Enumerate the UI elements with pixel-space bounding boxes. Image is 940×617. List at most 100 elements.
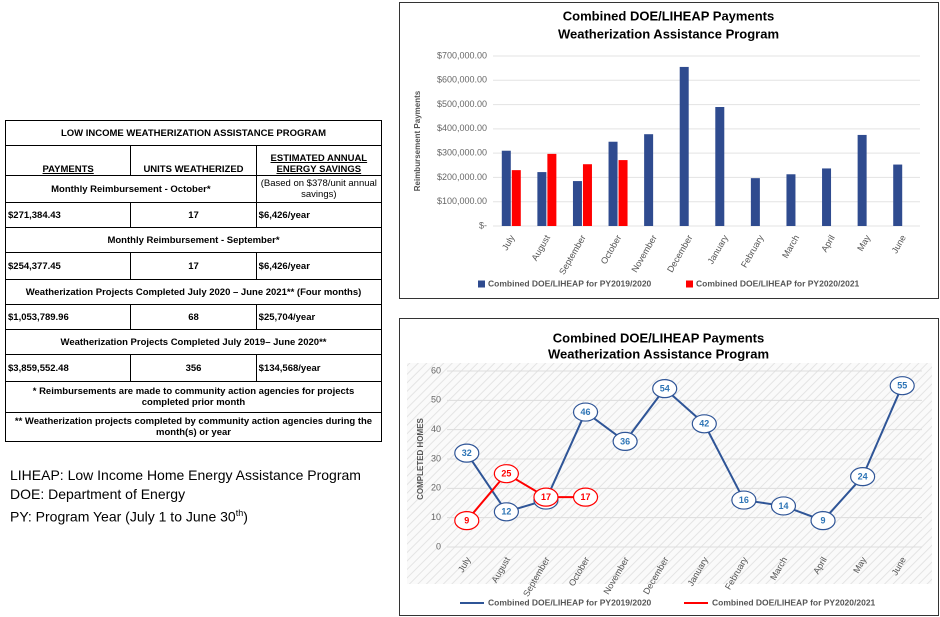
bar <box>608 141 618 226</box>
bar <box>893 164 903 226</box>
table-cell: $1,053,789.96 <box>4 304 132 330</box>
bar <box>511 170 521 226</box>
data-label: 36 <box>620 436 630 446</box>
bar <box>715 107 725 226</box>
y-tick-label: 0 <box>436 541 441 551</box>
legend-label: Combined DOE/LIHEAP for PY2019/2020 <box>488 597 652 607</box>
data-label-bubble <box>731 490 757 510</box>
legend-label: Combined DOE/LIHEAP for PY2020/2021 <box>696 278 860 288</box>
chart-frame <box>399 2 939 299</box>
table-cell: Weatherization Projects Completed July 2… <box>5 329 382 355</box>
data-label-bubble <box>454 510 480 531</box>
bar <box>501 150 511 226</box>
data-label: 12 <box>501 507 511 517</box>
data-label: 55 <box>897 381 907 391</box>
table-cell: 17 <box>130 202 257 228</box>
y-tick-label: 10 <box>431 512 441 522</box>
data-label: 54 <box>660 383 670 393</box>
chart-title: Combined DOE/LIHEAP Payments <box>563 8 774 23</box>
data-label-bubble <box>691 414 717 434</box>
data-label: 46 <box>581 407 591 417</box>
table-cell: $3,859,552.48 <box>4 354 132 382</box>
y-tick-label: $600,000.00 <box>437 75 487 85</box>
data-label-bubble <box>850 467 876 487</box>
legend-swatch <box>478 280 485 288</box>
bar <box>618 160 628 226</box>
table-cell: Monthly Reimbursement - October* <box>5 175 257 203</box>
data-label: 9 <box>821 515 826 525</box>
data-label-bubble <box>572 487 599 507</box>
y-tick-label: 50 <box>431 395 441 405</box>
table-cell: Weatherization Projects Completed July 2… <box>5 279 382 305</box>
bar <box>547 153 557 226</box>
data-label: 17 <box>541 492 551 502</box>
data-label-bubble <box>612 431 638 451</box>
y-axis-label: COMPLETED HOMES <box>416 417 425 499</box>
bar <box>537 172 547 226</box>
table-cell: $6,426/year <box>255 252 383 280</box>
data-label: 42 <box>699 419 709 429</box>
chart-subtitle: Weatherization Assistance Program <box>558 26 779 41</box>
bar <box>857 134 867 226</box>
table-row: $254,377.45 17 $6,426/year <box>4 252 383 280</box>
y-tick-label: $100,000.00 <box>437 196 487 206</box>
data-label-bubble <box>493 464 519 484</box>
table-cell: Monthly Reimbursement - September* <box>5 227 382 253</box>
data-label: 17 <box>581 492 591 502</box>
y-tick-label: $200,000.00 <box>437 172 487 182</box>
data-label-bubble <box>454 443 480 463</box>
y-tick-label: 40 <box>431 424 441 434</box>
y-tick-label: $700,000.00 <box>437 50 487 60</box>
table-cell: ** Weatherization projects completed by … <box>5 412 382 442</box>
table-cell: 68 <box>130 304 257 330</box>
data-label: 14 <box>778 501 788 511</box>
note-text: ) <box>243 508 248 525</box>
legend-label: Combined DOE/LIHEAP for PY2019/2020 <box>488 278 652 288</box>
note-sup: th <box>235 508 244 518</box>
table-row: $1,053,789.96 68 $25,704/year <box>4 304 383 330</box>
note: LIHEAP: Low Income Home Energy Assistanc… <box>10 467 361 483</box>
data-label-bubble <box>810 510 836 531</box>
summary-table: LOW INCOME WEATHERIZATION ASSISTANCE PRO… <box>4 120 383 442</box>
table-row: Weatherization Projects Completed July 2… <box>5 279 382 305</box>
table-cell: 356 <box>130 354 257 382</box>
table-row: * Reimbursements are made to community a… <box>5 381 382 413</box>
data-label-bubble <box>770 496 797 516</box>
data-label-bubble <box>493 502 519 522</box>
data-label: 16 <box>739 495 749 505</box>
y-tick-label: 20 <box>431 483 441 493</box>
bar <box>582 164 592 226</box>
y-axis-label: Reimbursement Payments <box>413 90 422 191</box>
data-label-bubble <box>889 376 915 396</box>
y-tick-label: 60 <box>431 365 441 375</box>
line <box>466 472 586 522</box>
table-cell: 17 <box>130 252 257 280</box>
data-label: 9 <box>464 515 469 525</box>
chart-title: Combined DOE/LIHEAP Payments <box>553 330 764 345</box>
legend-swatch <box>686 280 693 288</box>
bar <box>786 174 796 226</box>
y-tick-label: $- <box>479 220 487 230</box>
data-label: 32 <box>462 448 472 458</box>
table-row: ** Weatherization projects completed by … <box>5 412 382 442</box>
bar <box>679 66 689 226</box>
chart-subtitle: Weatherization Assistance Program <box>548 346 769 361</box>
bar <box>822 168 832 226</box>
data-label-bubble <box>533 487 559 507</box>
data-label: 25 <box>501 469 511 479</box>
bar <box>644 134 654 226</box>
note-text: PY: Program Year (July 1 to June 30 <box>10 508 236 525</box>
note: PY: Program Year (July 1 to June 30th) <box>10 504 361 527</box>
data-label: 24 <box>858 471 868 481</box>
notes: LIHEAP: Low Income Home Energy Assistanc… <box>10 466 361 527</box>
y-tick-label: $300,000.00 <box>437 148 487 158</box>
y-tick-label: $500,000.00 <box>437 99 487 109</box>
bar <box>572 181 582 226</box>
table-row: Monthly Reimbursement - September* <box>5 227 382 253</box>
data-label-bubble <box>572 402 599 422</box>
data-label-bubble <box>652 379 678 399</box>
y-tick-label: 30 <box>431 453 441 463</box>
table-cell: $25,704/year <box>255 304 383 330</box>
